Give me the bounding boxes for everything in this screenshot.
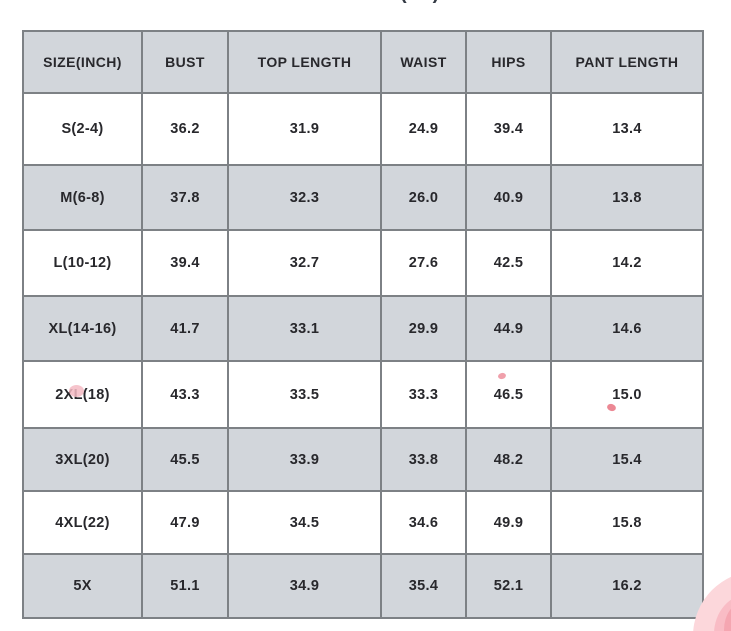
- cell-hips: 44.9: [465, 295, 552, 362]
- cell-bust: 51.1: [141, 553, 229, 619]
- cell-bust: 36.2: [141, 92, 229, 166]
- cell-pant-length: 16.2: [550, 553, 704, 619]
- cell-hips: 49.9: [465, 490, 552, 555]
- cell-top-length: 33.1: [227, 295, 382, 362]
- cell-bust: 41.7: [141, 295, 229, 362]
- cell-bust: 47.9: [141, 490, 229, 555]
- cell-waist: 24.9: [380, 92, 467, 166]
- cell-top-length: 33.5: [227, 360, 382, 429]
- cell-top-length: 31.9: [227, 92, 382, 166]
- cell-hips: 48.2: [465, 427, 552, 492]
- table-row: 3XL(20) 45.5 33.9 33.8 48.2 15.4: [22, 427, 704, 492]
- cell-top-length: 34.5: [227, 490, 382, 555]
- cell-bust: 43.3: [141, 360, 229, 429]
- cell-size: 2XL(18): [22, 360, 143, 429]
- cell-top-length: 33.9: [227, 427, 382, 492]
- cell-pant-length: 14.2: [550, 229, 704, 297]
- cell-waist: 27.6: [380, 229, 467, 297]
- cell-size: 5X: [22, 553, 143, 619]
- table-row: 2XL(18) 43.3 33.5 33.3 46.5 15.0: [22, 360, 704, 429]
- cell-bust: 45.5: [141, 427, 229, 492]
- cell-waist: 33.3: [380, 360, 467, 429]
- cell-pant-length: 15.4: [550, 427, 704, 492]
- table-row: M(6-8) 37.8 32.3 26.0 40.9 13.8: [22, 164, 704, 231]
- cell-waist: 34.6: [380, 490, 467, 555]
- cell-hips: 40.9: [465, 164, 552, 231]
- cell-size: S(2-4): [22, 92, 143, 166]
- cell-pant-length: 13.4: [550, 92, 704, 166]
- cell-size: XL(14-16): [22, 295, 143, 362]
- table-row: L(10-12) 39.4 32.7 27.6 42.5 14.2: [22, 229, 704, 297]
- cell-top-length: 32.7: [227, 229, 382, 297]
- cell-size: 3XL(20): [22, 427, 143, 492]
- column-header-bust: BUST: [141, 30, 229, 94]
- column-header-hips: HIPS: [465, 30, 552, 94]
- cut-off-title: (IN): [394, 0, 464, 5]
- cell-pant-length: 14.6: [550, 295, 704, 362]
- cell-waist: 26.0: [380, 164, 467, 231]
- cell-hips: 42.5: [465, 229, 552, 297]
- cell-bust: 39.4: [141, 229, 229, 297]
- column-header-pant-length: PANT LENGTH: [550, 30, 704, 94]
- cell-pant-length: 15.0: [550, 360, 704, 429]
- table-row: 5X 51.1 34.9 35.4 52.1 16.2: [22, 553, 704, 619]
- cell-top-length: 32.3: [227, 164, 382, 231]
- size-chart-table: SIZE(INCH) BUST TOP LENGTH WAIST HIPS PA…: [22, 30, 704, 619]
- table-row: S(2-4) 36.2 31.9 24.9 39.4 13.4: [22, 92, 704, 166]
- table-row: XL(14-16) 41.7 33.1 29.9 44.9 14.6: [22, 295, 704, 362]
- table-row: 4XL(22) 47.9 34.5 34.6 49.9 15.8: [22, 490, 704, 555]
- cell-bust: 37.8: [141, 164, 229, 231]
- cell-hips: 52.1: [465, 553, 552, 619]
- column-header-waist: WAIST: [380, 30, 467, 94]
- cut-off-title-text: (IN): [400, 0, 441, 5]
- cell-hips: 39.4: [465, 92, 552, 166]
- cell-waist: 35.4: [380, 553, 467, 619]
- cell-pant-length: 15.8: [550, 490, 704, 555]
- pink-watermark-corner-mid: [714, 594, 731, 631]
- cell-waist: 33.8: [380, 427, 467, 492]
- column-header-size: SIZE(INCH): [22, 30, 143, 94]
- cell-pant-length: 13.8: [550, 164, 704, 231]
- cell-hips: 46.5: [465, 360, 552, 429]
- header-row: SIZE(INCH) BUST TOP LENGTH WAIST HIPS PA…: [22, 30, 704, 94]
- cell-top-length: 34.9: [227, 553, 382, 619]
- pink-watermark-corner-deep: [724, 602, 731, 631]
- cell-size: 4XL(22): [22, 490, 143, 555]
- cell-size: L(10-12): [22, 229, 143, 297]
- cell-size: M(6-8): [22, 164, 143, 231]
- cell-waist: 29.9: [380, 295, 467, 362]
- column-header-top-length: TOP LENGTH: [227, 30, 382, 94]
